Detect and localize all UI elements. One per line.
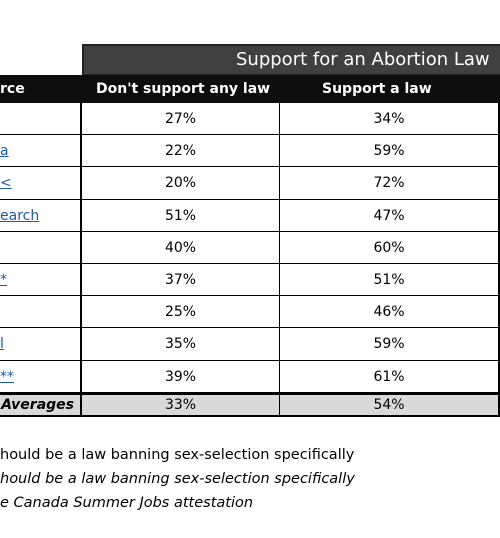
row [0,167,500,200]
table-cell: 46% [280,296,500,329]
table-cell: 33% [82,392,280,417]
table-cell: 59% [280,135,500,168]
table-cell: 59% [280,328,500,361]
table-cell: 35% [82,328,280,361]
averages-row [0,392,500,417]
column-header: rce [0,81,25,97]
footnote: hould be a law banning sex-selection spe… [0,471,355,487]
footnote: hould be a law banning sex-selection spe… [0,447,355,463]
column-header-row [0,75,500,103]
row [0,103,500,136]
table-cell: 39% [82,360,280,393]
group-header-title: Support for an Abortion Law [236,49,490,70]
source-link[interactable]: a [0,135,82,168]
row [0,361,500,393]
table-cell: 60% [280,231,500,264]
column-header: Don't support any law [96,81,271,97]
table-cell [0,231,82,264]
column-header: Support a law [322,81,432,97]
table-cell [0,296,82,329]
row [0,296,500,329]
table-cell: 54% [280,392,500,417]
table-cell: 47% [280,199,500,232]
table-cell [0,103,82,136]
table-cell: 27% [82,103,280,136]
table-cell: 22% [82,135,280,168]
source-link[interactable]: ** [0,360,82,393]
table-cell: Averages [0,392,82,417]
table-cell: 37% [82,264,280,297]
table-cell: 51% [280,264,500,297]
table-cell: 72% [280,167,500,200]
table-cell: 34% [280,103,500,136]
table-cell: 40% [82,231,280,264]
row [0,328,500,361]
source-link[interactable]: * [0,264,82,297]
row [0,200,500,232]
table-cell: 51% [82,199,280,232]
table-cell: 25% [82,296,280,329]
source-link[interactable]: l [0,328,82,361]
footnote: e Canada Summer Jobs attestation [0,495,254,511]
source-link[interactable]: earch [0,199,82,232]
row [0,264,500,297]
table-cell: 61% [280,360,500,393]
row [0,135,500,168]
table-cell: 20% [82,167,280,200]
row [0,232,500,264]
source-link[interactable]: < [0,167,82,200]
